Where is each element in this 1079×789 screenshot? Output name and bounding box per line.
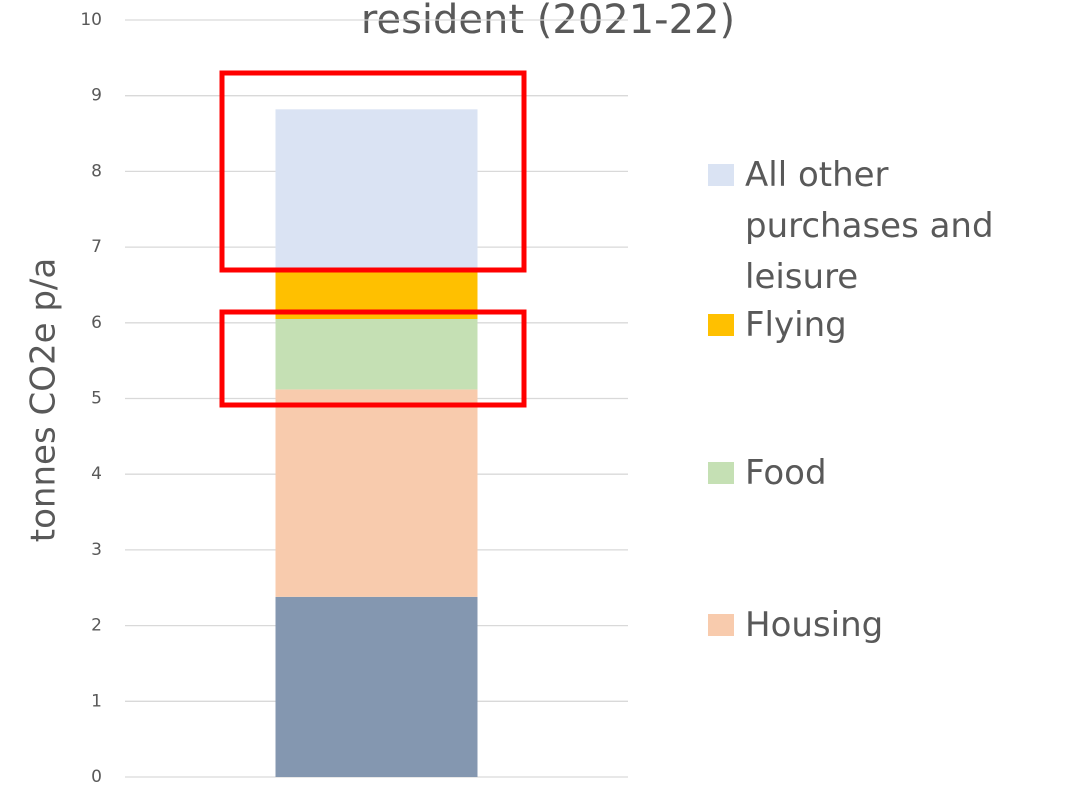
bars [275,109,478,777]
y-tick-label: 4 [91,464,102,484]
legend-label: Flying [745,305,847,345]
legend-label: All other purchases and leisure [745,155,994,297]
bar-segment [275,389,478,597]
bar-segment [275,319,478,390]
y-tick-label: 6 [91,313,102,333]
legend-swatch [708,462,734,484]
legend-swatch [708,164,734,186]
chart-title: resident (2021-22) [361,0,735,43]
y-tick-label: 7 [91,237,102,257]
legend-entry: Flying [708,300,1068,351]
bar-segment [275,109,478,269]
highlight-box [219,309,527,408]
y-tick-label: 5 [91,389,102,409]
y-tick-label: 10 [80,10,102,30]
legend-swatch [708,314,734,336]
y-tick-label: 0 [91,767,102,787]
y-axis-label: tonnes CO2e p/a [24,258,64,542]
legend-entry: Food [708,448,1068,499]
legend-label: Housing [745,605,884,645]
y-tick-label: 1 [91,691,102,711]
y-tick-label: 3 [91,540,102,560]
legend-swatch [708,614,734,636]
legend-entry: Housing [708,600,1068,651]
highlight-box [219,70,527,273]
legend-entry: All other purchases and leisure [708,150,1068,303]
y-tick-label: 9 [91,86,102,106]
y-tick-label: 8 [91,161,102,181]
legend-label: Food [745,453,827,493]
y-tick-label: 2 [91,616,102,636]
bar-segment [275,596,478,777]
